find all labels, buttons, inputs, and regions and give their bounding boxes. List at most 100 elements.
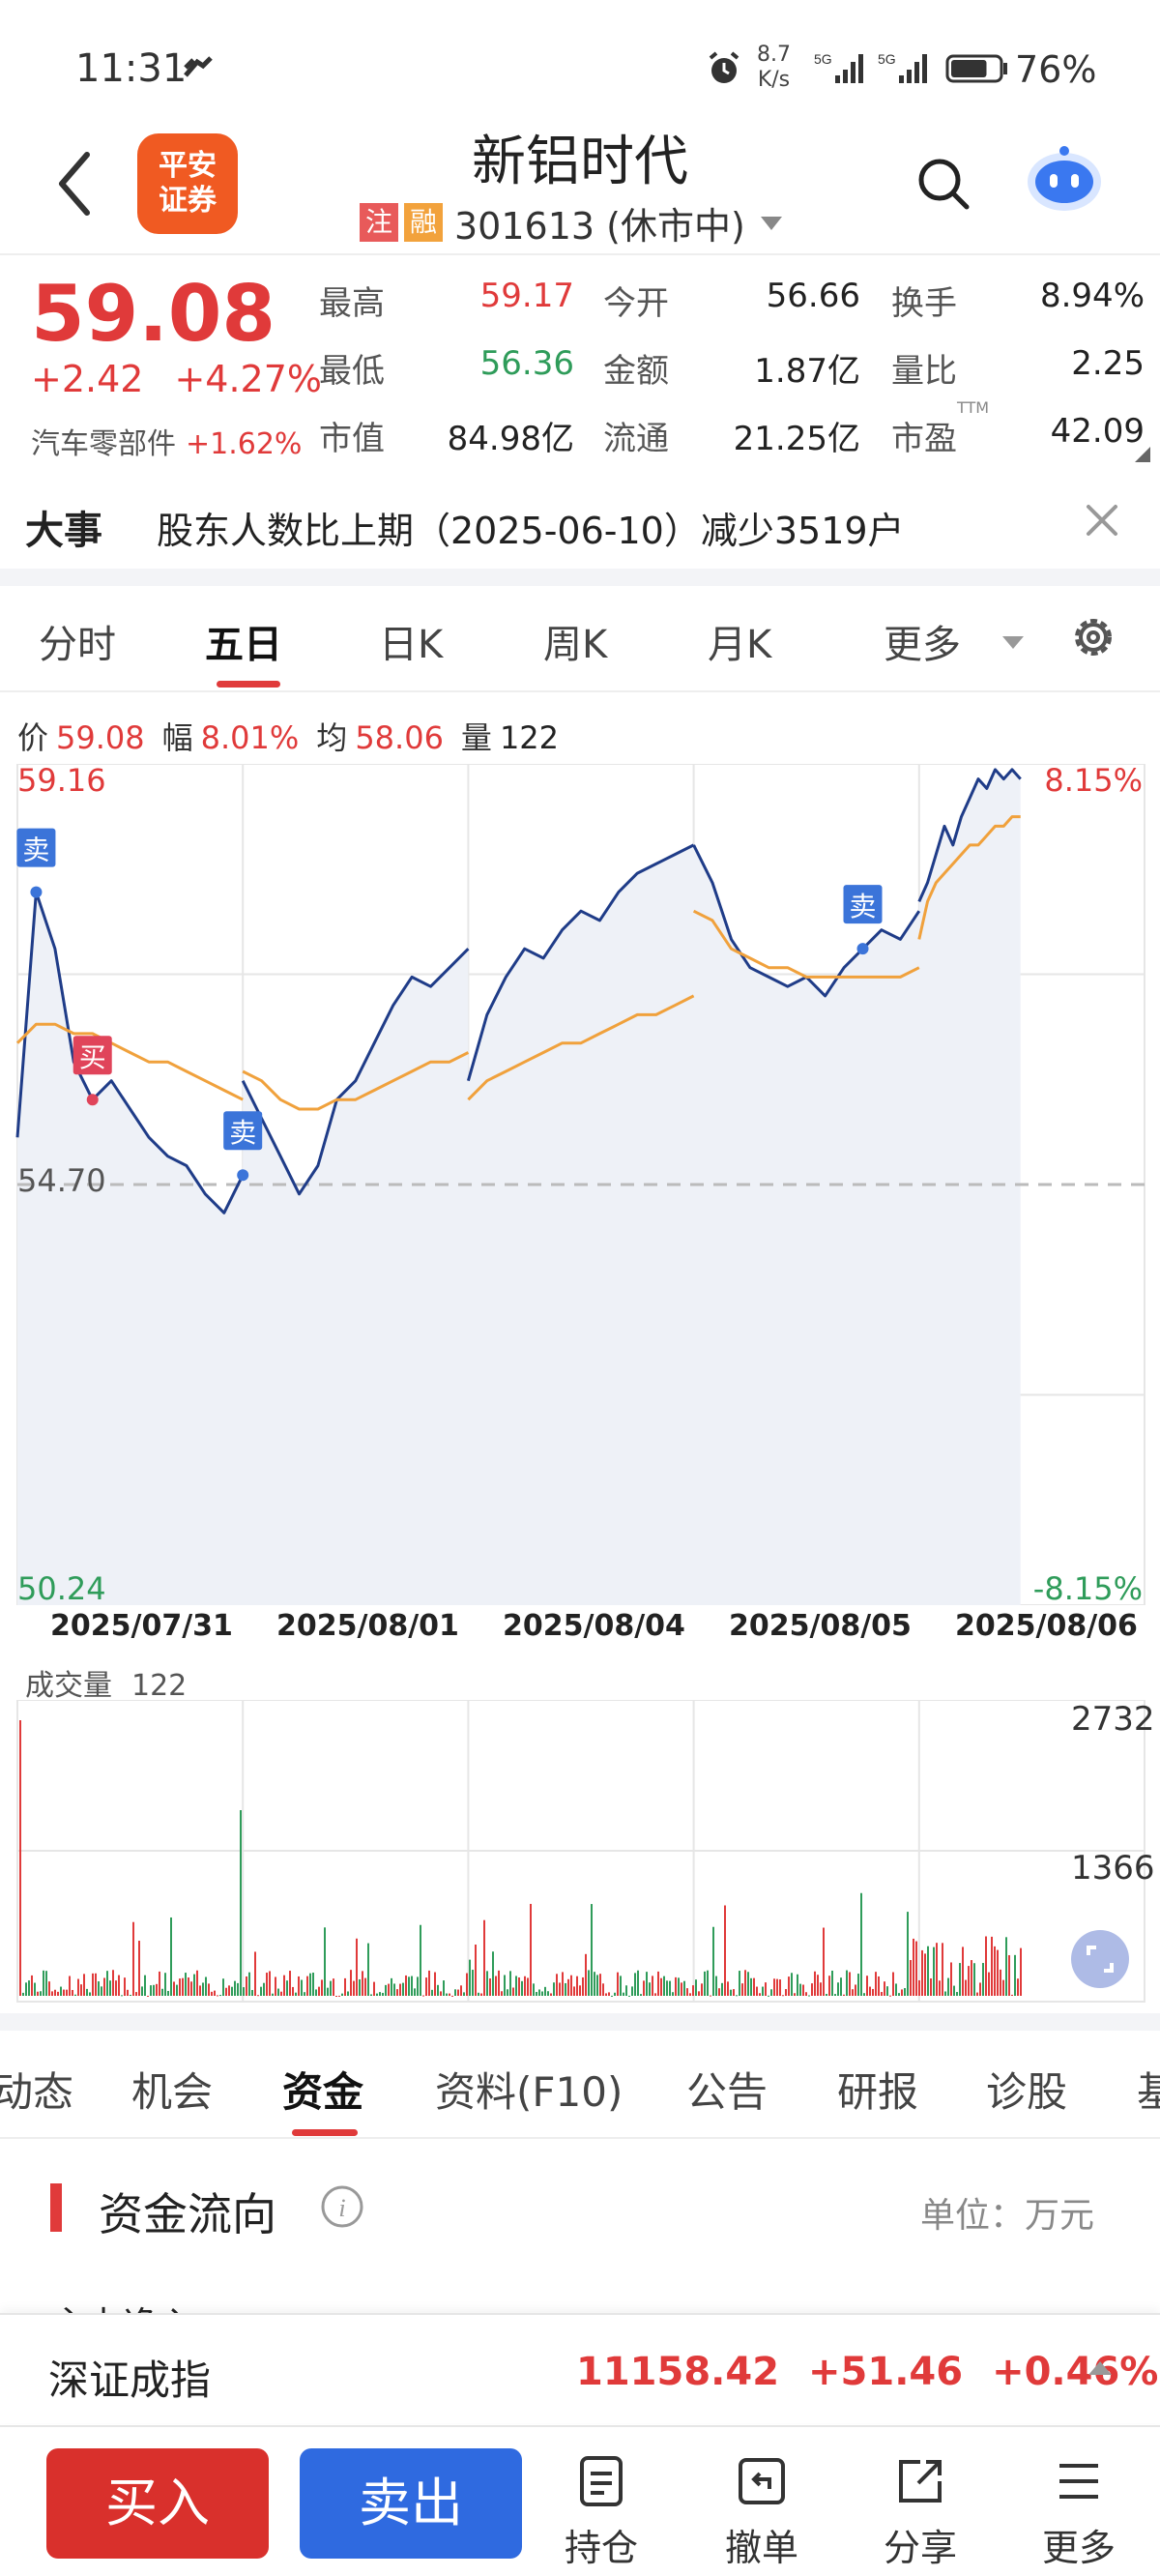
volume-bar <box>489 1978 491 1996</box>
sector-info[interactable]: 汽车零部件 +1.62% <box>31 420 302 462</box>
caret-up-icon[interactable] <box>1088 2361 1112 2375</box>
volume-bar <box>164 1973 166 1996</box>
volume-bar <box>147 1995 149 1997</box>
volume-bar <box>144 1975 146 1996</box>
volume-bar <box>530 1903 532 1996</box>
info-icon[interactable]: i <box>319 2183 365 2230</box>
undo-icon <box>739 2458 785 2504</box>
volume-bar <box>936 1943 938 1996</box>
stock-subtitle[interactable]: 注 融 301613 (休市中) <box>360 201 788 248</box>
back-button[interactable] <box>48 145 106 222</box>
volume-bar <box>231 1986 233 1996</box>
volume-bar <box>884 1981 885 1996</box>
sell-button[interactable]: 卖出 <box>300 2448 522 2559</box>
stat-label-open: 今开 <box>603 284 669 323</box>
corner-expand-icon[interactable] <box>1133 445 1152 464</box>
menu-icon <box>1059 2464 1098 2499</box>
volume-bar <box>878 1976 880 1996</box>
volume-bar <box>237 1982 239 1996</box>
robot-assistant-icon[interactable] <box>1025 145 1104 213</box>
volume-bar <box>234 1980 236 1996</box>
cancel-order-button[interactable]: 撤单 <box>704 2454 820 2574</box>
date-label: 2025/08/06 <box>955 1609 1138 1643</box>
tab-five-day[interactable]: 五日 <box>205 623 282 667</box>
volume-bar <box>312 1973 314 1996</box>
buy-button[interactable]: 买入 <box>46 2448 269 2559</box>
volume-bar <box>222 1978 224 1996</box>
volume-bar <box>968 1966 970 1996</box>
tab-intraday[interactable]: 分时 <box>39 623 116 667</box>
average-price-line <box>467 994 695 1101</box>
news-text: 股东人数比上期（2025-06-10）减少3519户 <box>157 510 905 552</box>
search-button[interactable] <box>914 155 972 213</box>
volume-bar <box>362 1971 363 1996</box>
volume-bar <box>512 1987 514 1996</box>
tab-announcements[interactable]: 公告 <box>686 2068 768 2116</box>
volume-bar <box>193 1974 195 1996</box>
tab-weekly-k[interactable]: 周K <box>543 623 608 667</box>
sell-marker[interactable]: 卖 <box>843 885 883 955</box>
index-ticker[interactable]: 深证成指 11158.42 +51.46 +0.46% <box>0 2313 1160 2423</box>
sell-marker[interactable]: 卖 <box>223 1111 263 1182</box>
volume-bar <box>910 1960 912 1996</box>
volume-bar <box>768 1995 769 1997</box>
volume-bar <box>74 1994 76 1996</box>
volume-bar <box>509 1971 511 1996</box>
volume-bar <box>228 1985 230 1996</box>
volume-bar <box>799 1983 801 1996</box>
tab-research[interactable]: 研报 <box>837 2068 919 2116</box>
fullscreen-button[interactable] <box>1071 1930 1129 1988</box>
volume-bar <box>762 1986 764 1996</box>
volume-bar <box>596 1975 598 1996</box>
buy-marker[interactable]: 买 <box>72 1036 112 1106</box>
unit-label: 单位：万元 <box>920 2196 1095 2236</box>
tab-capital[interactable]: 资金 <box>282 2068 364 2116</box>
tab-daily-k[interactable]: 日K <box>379 623 444 667</box>
volume-bar <box>704 1971 706 1996</box>
volume-bar <box>849 1972 851 1996</box>
volume-bar <box>420 1924 421 1996</box>
volume-bar <box>550 1993 552 1996</box>
volume-bar <box>930 1978 932 1996</box>
broker-logo[interactable]: 平安 证券 <box>137 133 238 234</box>
battery-icon <box>945 54 1007 83</box>
tab-opportunity[interactable]: 机会 <box>131 2068 214 2116</box>
volume-bar <box>794 1993 796 1996</box>
tab-monthly-k[interactable]: 月K <box>708 623 772 667</box>
pe-ttm-superscript: TTM <box>957 398 990 417</box>
volume-bar <box>356 1938 358 1996</box>
volume-bar <box>156 1983 158 1996</box>
registration-tag: 注 <box>360 203 398 242</box>
section-divider <box>0 569 1160 586</box>
volume-bar <box>34 1982 36 1996</box>
share-button[interactable]: 分享 <box>862 2454 978 2574</box>
volume-bar <box>80 1984 82 1996</box>
tab-more[interactable]: 更多 <box>884 623 961 667</box>
tab-diagnosis[interactable]: 诊股 <box>986 2068 1068 2116</box>
volume-bar <box>292 1986 294 1996</box>
tab-news[interactable]: 动态 <box>0 2068 74 2116</box>
volume-bar <box>480 1993 482 1996</box>
volume-bar <box>715 1976 717 1996</box>
y-max-label: 59.16 <box>17 764 106 799</box>
volume-bar <box>953 1985 955 1996</box>
date-label: 2025/08/01 <box>276 1609 459 1643</box>
holdings-button[interactable]: 持仓 <box>543 2454 659 2574</box>
tab-fund[interactable]: 基 <box>1137 2060 1160 2119</box>
more-button[interactable]: 更多 <box>1021 2454 1137 2574</box>
svg-text:5G: 5G <box>878 51 896 67</box>
gear-icon[interactable] <box>1067 611 1119 663</box>
volume-bar <box>927 1946 929 1996</box>
volume-bar <box>507 1989 508 1996</box>
volume-bar <box>254 1951 256 1996</box>
news-banner[interactable]: 大事 股东人数比上期（2025-06-10）减少3519户 <box>0 480 1160 572</box>
volume-chart[interactable] <box>0 1700 1160 2009</box>
volume-bar <box>741 1983 743 1996</box>
sell-marker[interactable]: 卖 <box>16 828 56 898</box>
volume-bar <box>86 1988 88 1996</box>
tab-f10[interactable]: 资料(F10) <box>435 2068 624 2116</box>
close-icon[interactable] <box>1081 499 1123 542</box>
volume-bar <box>72 1989 73 1996</box>
volume-bar <box>472 1970 474 1996</box>
